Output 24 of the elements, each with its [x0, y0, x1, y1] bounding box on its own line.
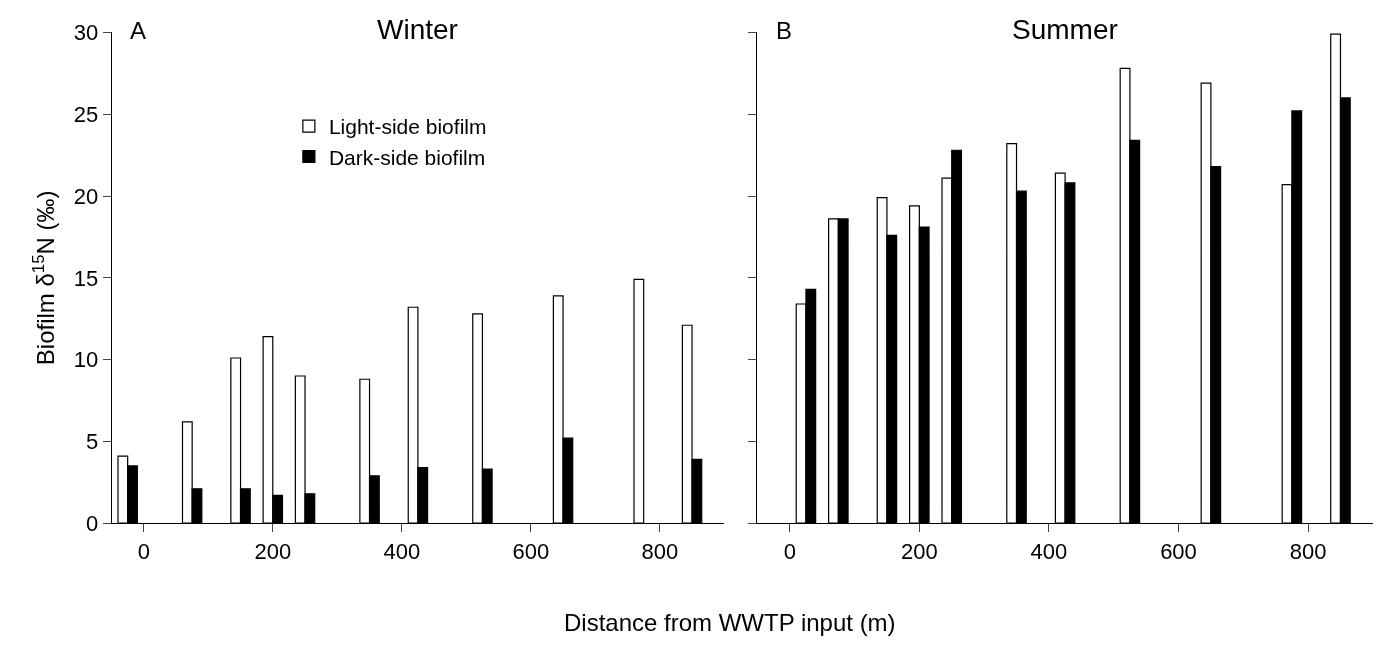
legend-label: Dark-side biofilm [328, 145, 486, 169]
y-tick-label: 10 [73, 347, 99, 373]
y-tick-label: 20 [73, 183, 99, 209]
x-tick-label: 400 [383, 538, 421, 564]
chart-title: Summer [1012, 14, 1118, 45]
x-tick-label: 800 [1289, 538, 1327, 564]
y-tick-label: 25 [73, 101, 99, 127]
legend-label: Light-side biofilm [328, 115, 487, 139]
x-tick-label: 0 [137, 538, 150, 564]
x-tick-label: 200 [900, 538, 938, 564]
annotation: A [130, 17, 147, 44]
x-tick-label: 600 [1160, 538, 1197, 564]
x-tick-label: 0 [783, 538, 796, 564]
x-tick-label: 800 [641, 538, 679, 564]
y-tick-label: 5 [85, 429, 99, 455]
y-tick-label: 30 [73, 20, 99, 46]
y-tick-label: 15 [73, 265, 99, 291]
chart-title: Winter [377, 14, 458, 45]
x-tick-label: 400 [1030, 538, 1068, 564]
x-tick-label: 600 [512, 538, 550, 564]
x-axis-title: Distance from WWTP input (m) [564, 609, 896, 636]
y-tick-label: 0 [85, 510, 99, 536]
annotation: B [776, 17, 793, 44]
x-tick-label: 200 [254, 538, 292, 564]
